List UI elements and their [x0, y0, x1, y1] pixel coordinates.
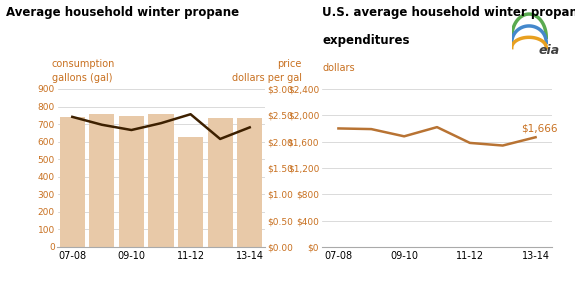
- Text: expenditures: expenditures: [322, 34, 409, 47]
- Bar: [237, 118, 262, 247]
- Text: Average household winter propane: Average household winter propane: [6, 6, 239, 19]
- Bar: [178, 137, 203, 247]
- Text: $1,666: $1,666: [521, 123, 557, 133]
- Bar: [89, 114, 114, 247]
- Text: consumption: consumption: [52, 59, 115, 69]
- Bar: [119, 116, 144, 247]
- Text: price: price: [278, 59, 302, 69]
- Bar: [60, 117, 85, 247]
- Text: eia: eia: [539, 44, 559, 57]
- Text: gallons (gal): gallons (gal): [52, 73, 112, 83]
- Text: dollars per gal: dollars per gal: [232, 73, 302, 83]
- Bar: [208, 118, 233, 247]
- Text: dollars: dollars: [322, 63, 355, 73]
- Text: U.S. average household winter propane: U.S. average household winter propane: [322, 6, 575, 19]
- Bar: [148, 114, 174, 247]
